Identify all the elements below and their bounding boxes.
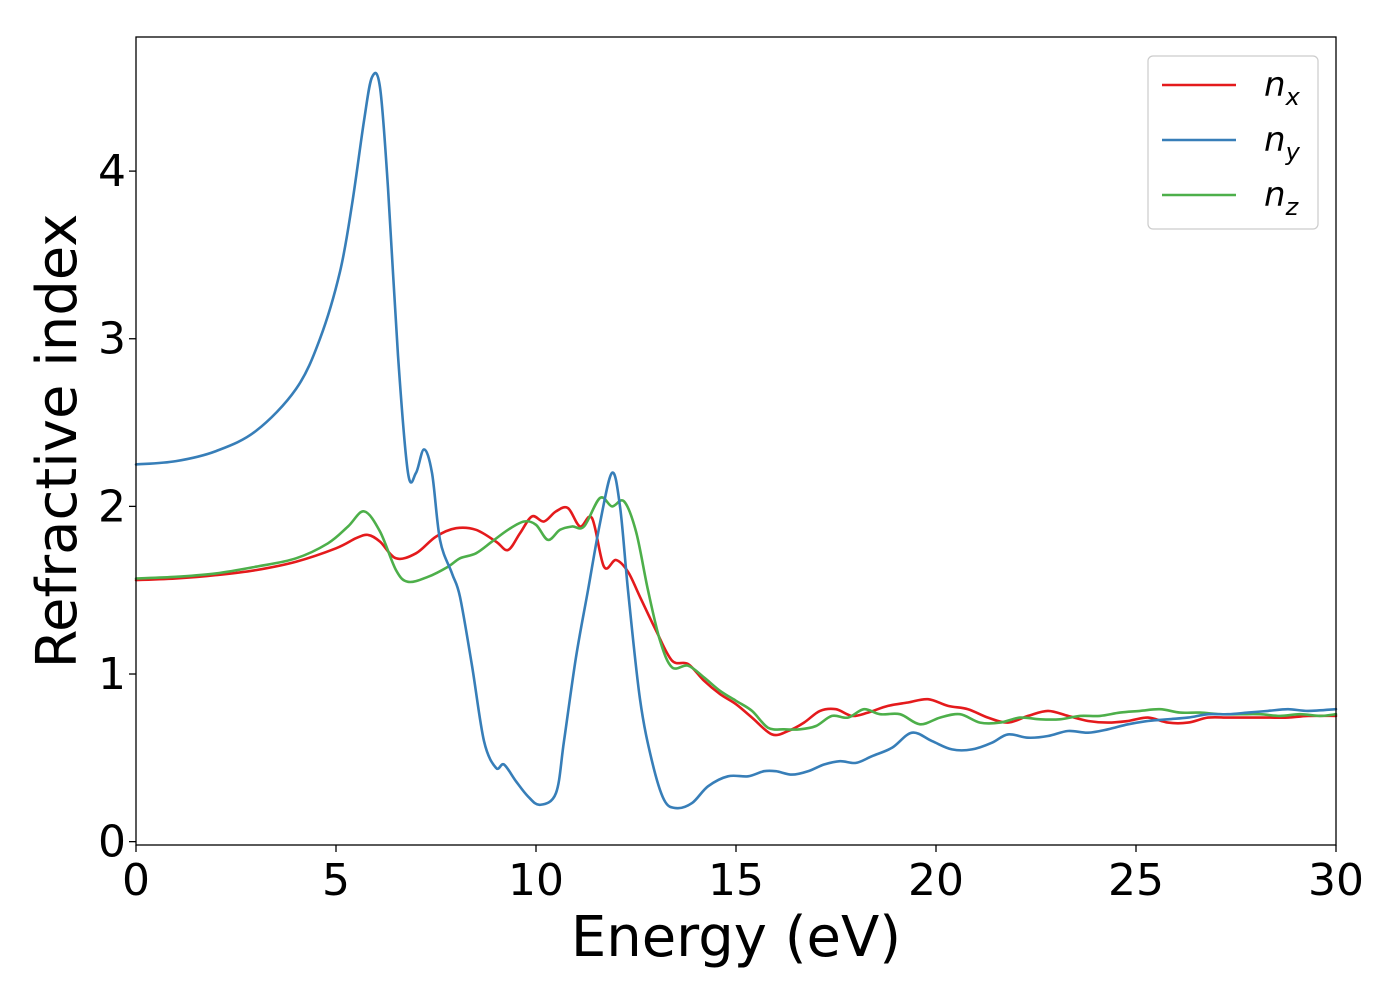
series-line-n-z [134, 496, 1338, 731]
legend-label-subscript: y [1285, 138, 1301, 166]
x-tick-label: 30 [1308, 855, 1364, 906]
legend-label-n-y: ny [1264, 120, 1301, 166]
y-tick-label: 3 [98, 314, 126, 365]
legend-label-subscript: x [1285, 83, 1301, 111]
x-tick-label: 5 [322, 855, 350, 906]
plot-frame [135, 36, 1337, 846]
x-tick-label: 0 [122, 855, 150, 906]
y-axis-ticks: 0 1 2 3 4 [98, 146, 136, 868]
x-tick-label: 15 [708, 855, 764, 906]
series-layer [134, 71, 1338, 810]
y-tick-label: 0 [98, 817, 126, 868]
legend-label-subscript: z [1285, 193, 1300, 221]
legend-label-base: n [1264, 120, 1286, 160]
series-line-n-x [134, 505, 1338, 737]
legend-label-base: n [1264, 175, 1286, 215]
x-axis-ticks: 0 5 10 15 20 25 30 [122, 845, 1364, 906]
y-tick-label: 4 [98, 146, 126, 197]
y-tick-label: 1 [98, 649, 126, 700]
series-line-n-y [134, 71, 1338, 810]
legend-label-n-x: nx [1264, 65, 1301, 111]
x-tick-label: 20 [908, 855, 964, 906]
x-tick-label: 25 [1108, 855, 1164, 906]
y-axis-label: Refractive index [25, 214, 90, 669]
legend-box [1147, 55, 1319, 230]
x-tick-label: 10 [508, 855, 564, 906]
legend-label-n-z: nz [1264, 175, 1300, 221]
x-axis-label: Energy (eV) [571, 905, 901, 970]
legend-label-base: n [1264, 65, 1286, 105]
y-tick-label: 2 [98, 481, 126, 532]
